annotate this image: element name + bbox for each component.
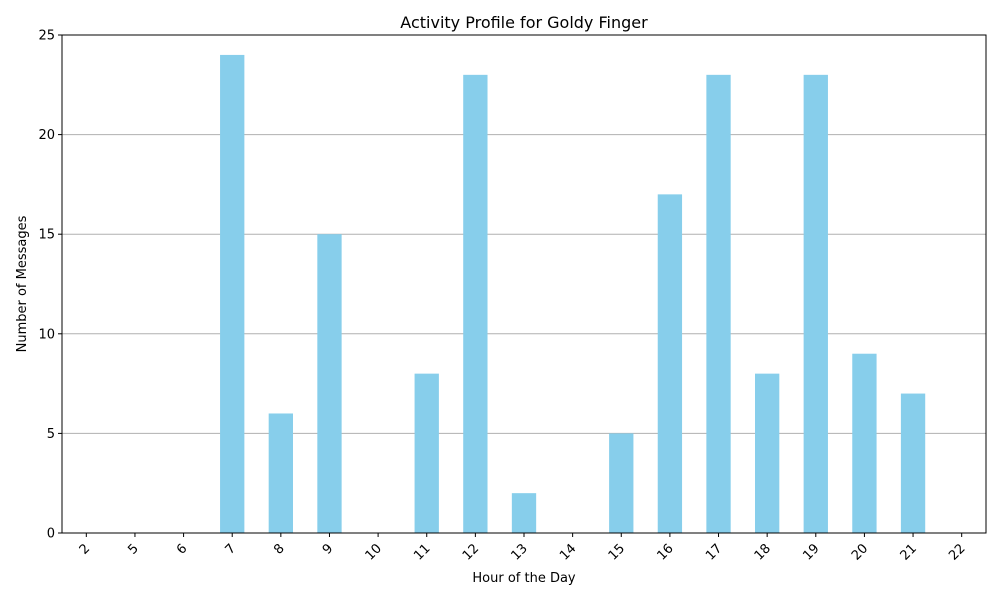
bars bbox=[220, 54, 926, 534]
bar-hour-12 bbox=[463, 74, 488, 533]
x-tick-label: 11 bbox=[411, 541, 433, 563]
y-axis-ticks: 0 5 10 15 20 25 bbox=[38, 29, 62, 542]
x-tick-label: 22 bbox=[946, 541, 968, 563]
x-axis-title: Hour of the Day bbox=[472, 571, 576, 586]
x-tick-label: 15 bbox=[606, 541, 628, 563]
y-tick-label: 20 bbox=[38, 128, 55, 143]
x-tick-label: 2 bbox=[77, 541, 93, 557]
x-tick-label: 16 bbox=[654, 541, 676, 563]
bar-hour-11 bbox=[414, 373, 439, 533]
y-tick-label: 5 bbox=[47, 427, 55, 442]
y-tick-label: 25 bbox=[38, 29, 55, 44]
y-axis-title: Number of Messages bbox=[15, 215, 30, 352]
bar-hour-8 bbox=[268, 413, 293, 533]
x-tick-label: 21 bbox=[898, 541, 920, 563]
x-tick-label: 14 bbox=[557, 541, 579, 563]
x-tick-label: 19 bbox=[800, 541, 822, 563]
chart-title: Activity Profile for Goldy Finger bbox=[400, 13, 648, 32]
y-tick-label: 10 bbox=[38, 327, 55, 342]
plot-frame bbox=[61, 34, 987, 534]
bar-hour-17 bbox=[706, 74, 731, 533]
x-tick-label: 5 bbox=[125, 541, 141, 557]
gridlines bbox=[62, 34, 986, 534]
bar-hour-20 bbox=[852, 353, 877, 533]
x-tick-label: 9 bbox=[320, 541, 336, 557]
x-tick-label: 6 bbox=[174, 541, 190, 557]
bar-hour-19 bbox=[803, 74, 828, 533]
x-axis-ticks: 2 5 6 7 8 9 10 11 12 13 14 15 16 17 18 19 20 21 22 bbox=[77, 533, 969, 564]
bar-hour-18 bbox=[755, 373, 780, 533]
bar-hour-7 bbox=[220, 54, 245, 534]
bar-hour-15 bbox=[609, 433, 634, 533]
x-tick-label: 10 bbox=[363, 541, 385, 563]
bar-hour-21 bbox=[900, 393, 926, 533]
x-tick-label: 17 bbox=[703, 541, 725, 563]
x-tick-label: 12 bbox=[460, 541, 482, 563]
x-tick-label: 20 bbox=[849, 541, 871, 563]
y-tick-label: 0 bbox=[47, 527, 55, 542]
bar-hour-16 bbox=[657, 194, 683, 534]
bar-hour-9 bbox=[317, 234, 342, 533]
bar-hour-13 bbox=[511, 493, 537, 533]
x-tick-label: 7 bbox=[223, 541, 239, 557]
x-tick-label: 8 bbox=[271, 541, 287, 557]
x-tick-label: 18 bbox=[752, 541, 774, 563]
x-tick-label: 13 bbox=[509, 541, 531, 563]
y-tick-label: 15 bbox=[38, 228, 55, 243]
